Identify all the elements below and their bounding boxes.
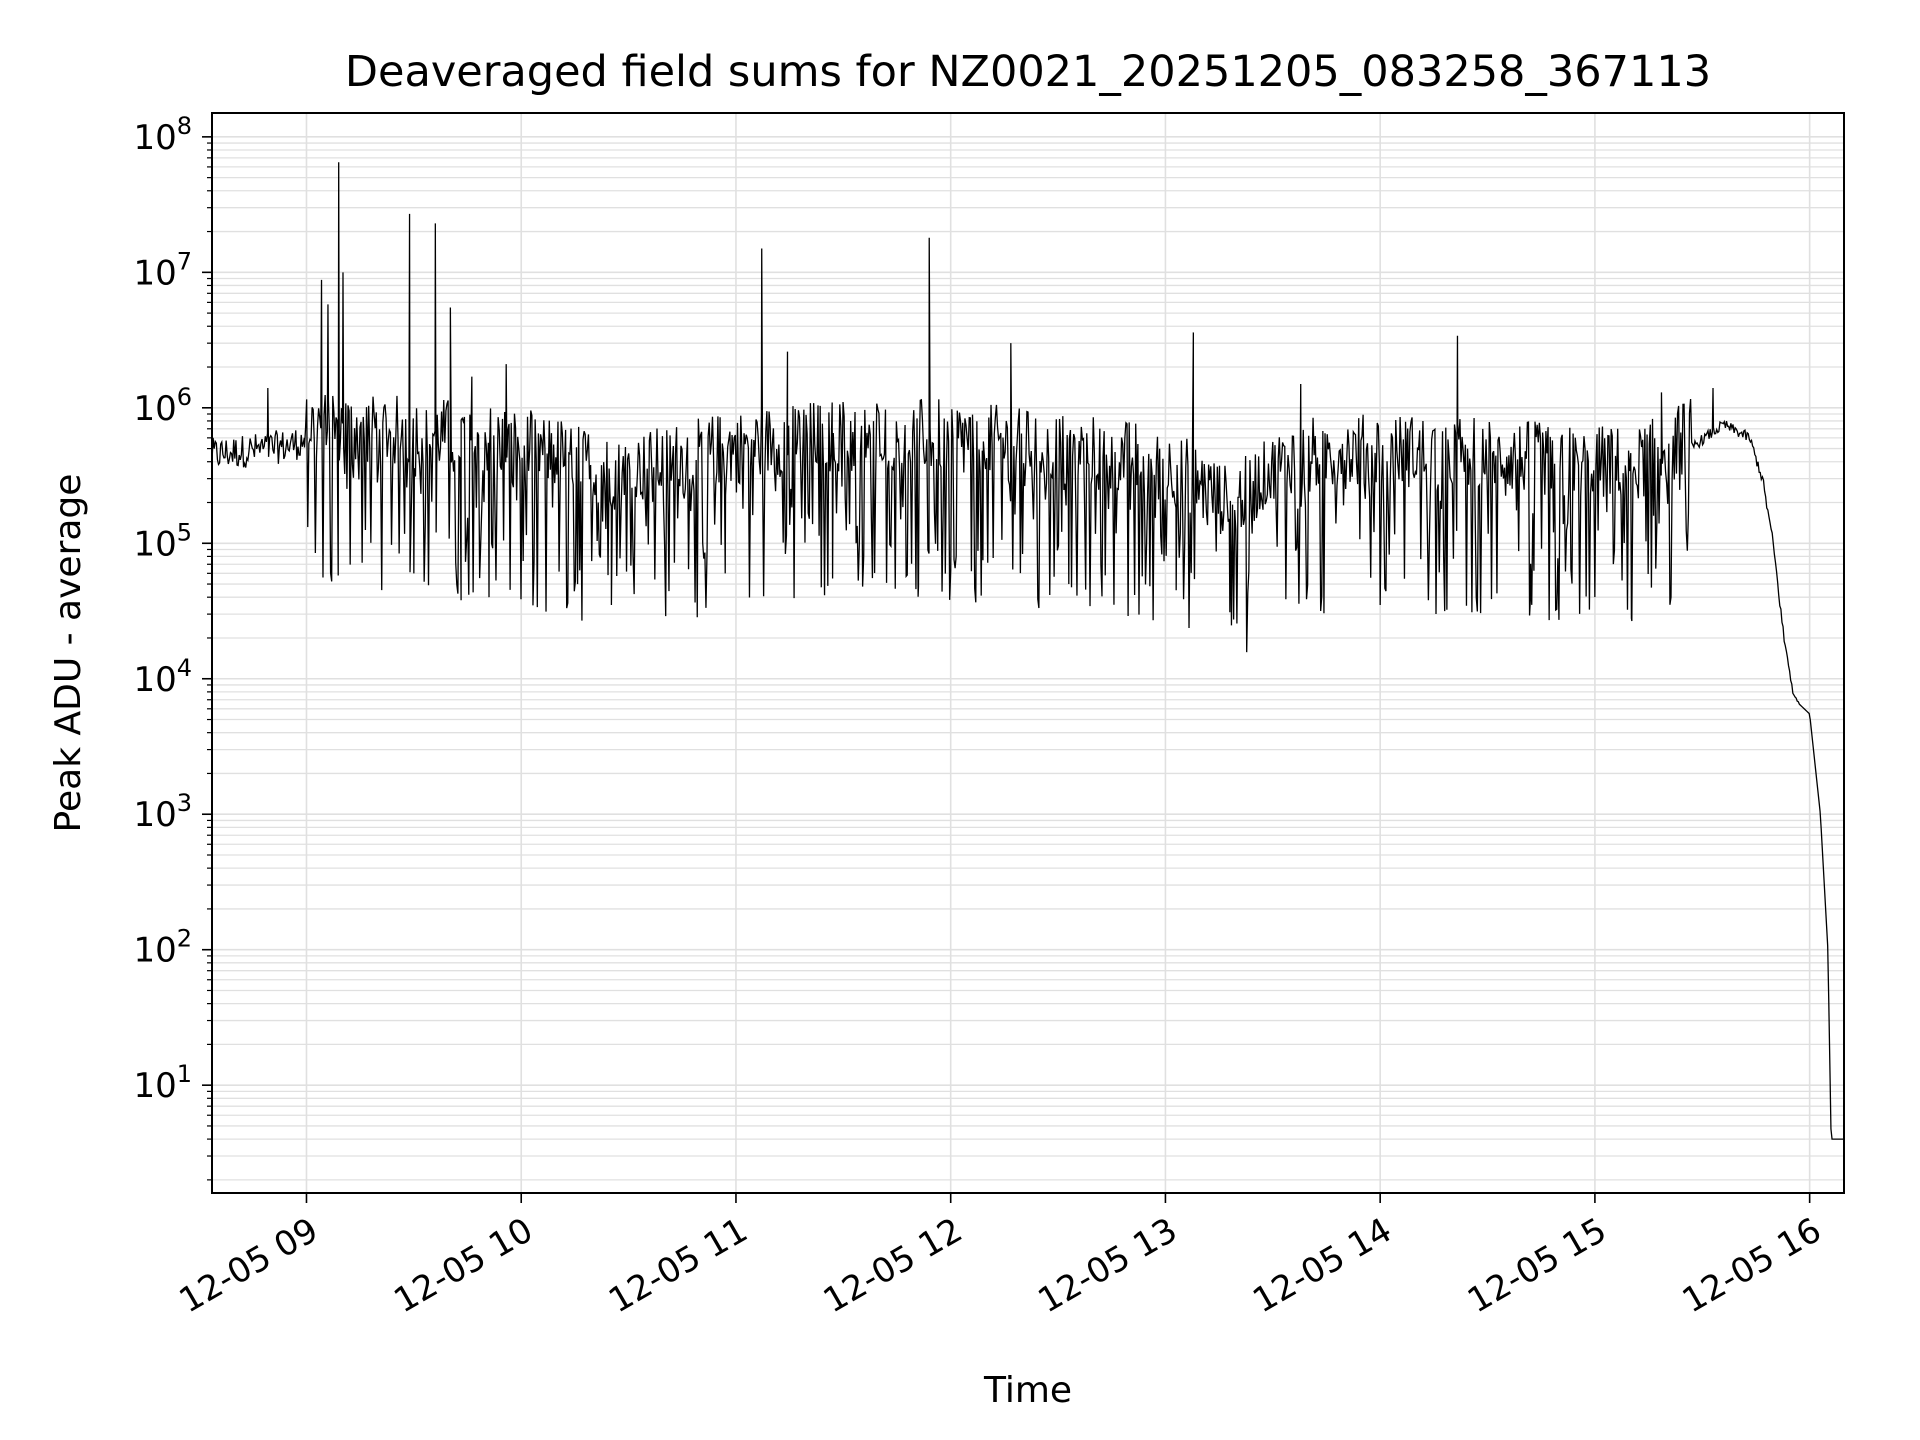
y-tick-label: 102 [133,925,192,971]
y-tick-label: 101 [133,1060,192,1106]
plot-frame [211,112,1845,1194]
grid [212,113,1844,1193]
series [211,162,1844,1140]
y-tick-label: 108 [133,112,192,158]
chart-title: Deaveraged field sums for NZ0021_2025120… [345,47,1711,97]
y-axis-label: Peak ADU - average [48,474,89,833]
y-tick-label: 107 [133,247,192,293]
x-axis-label: Time [983,1370,1072,1411]
y-tick-label: 105 [133,518,192,564]
y-tick-label: 106 [133,383,192,429]
y-tick-label: 104 [133,654,192,700]
y-tick-label: 103 [133,789,192,835]
series-line [211,162,1844,1140]
